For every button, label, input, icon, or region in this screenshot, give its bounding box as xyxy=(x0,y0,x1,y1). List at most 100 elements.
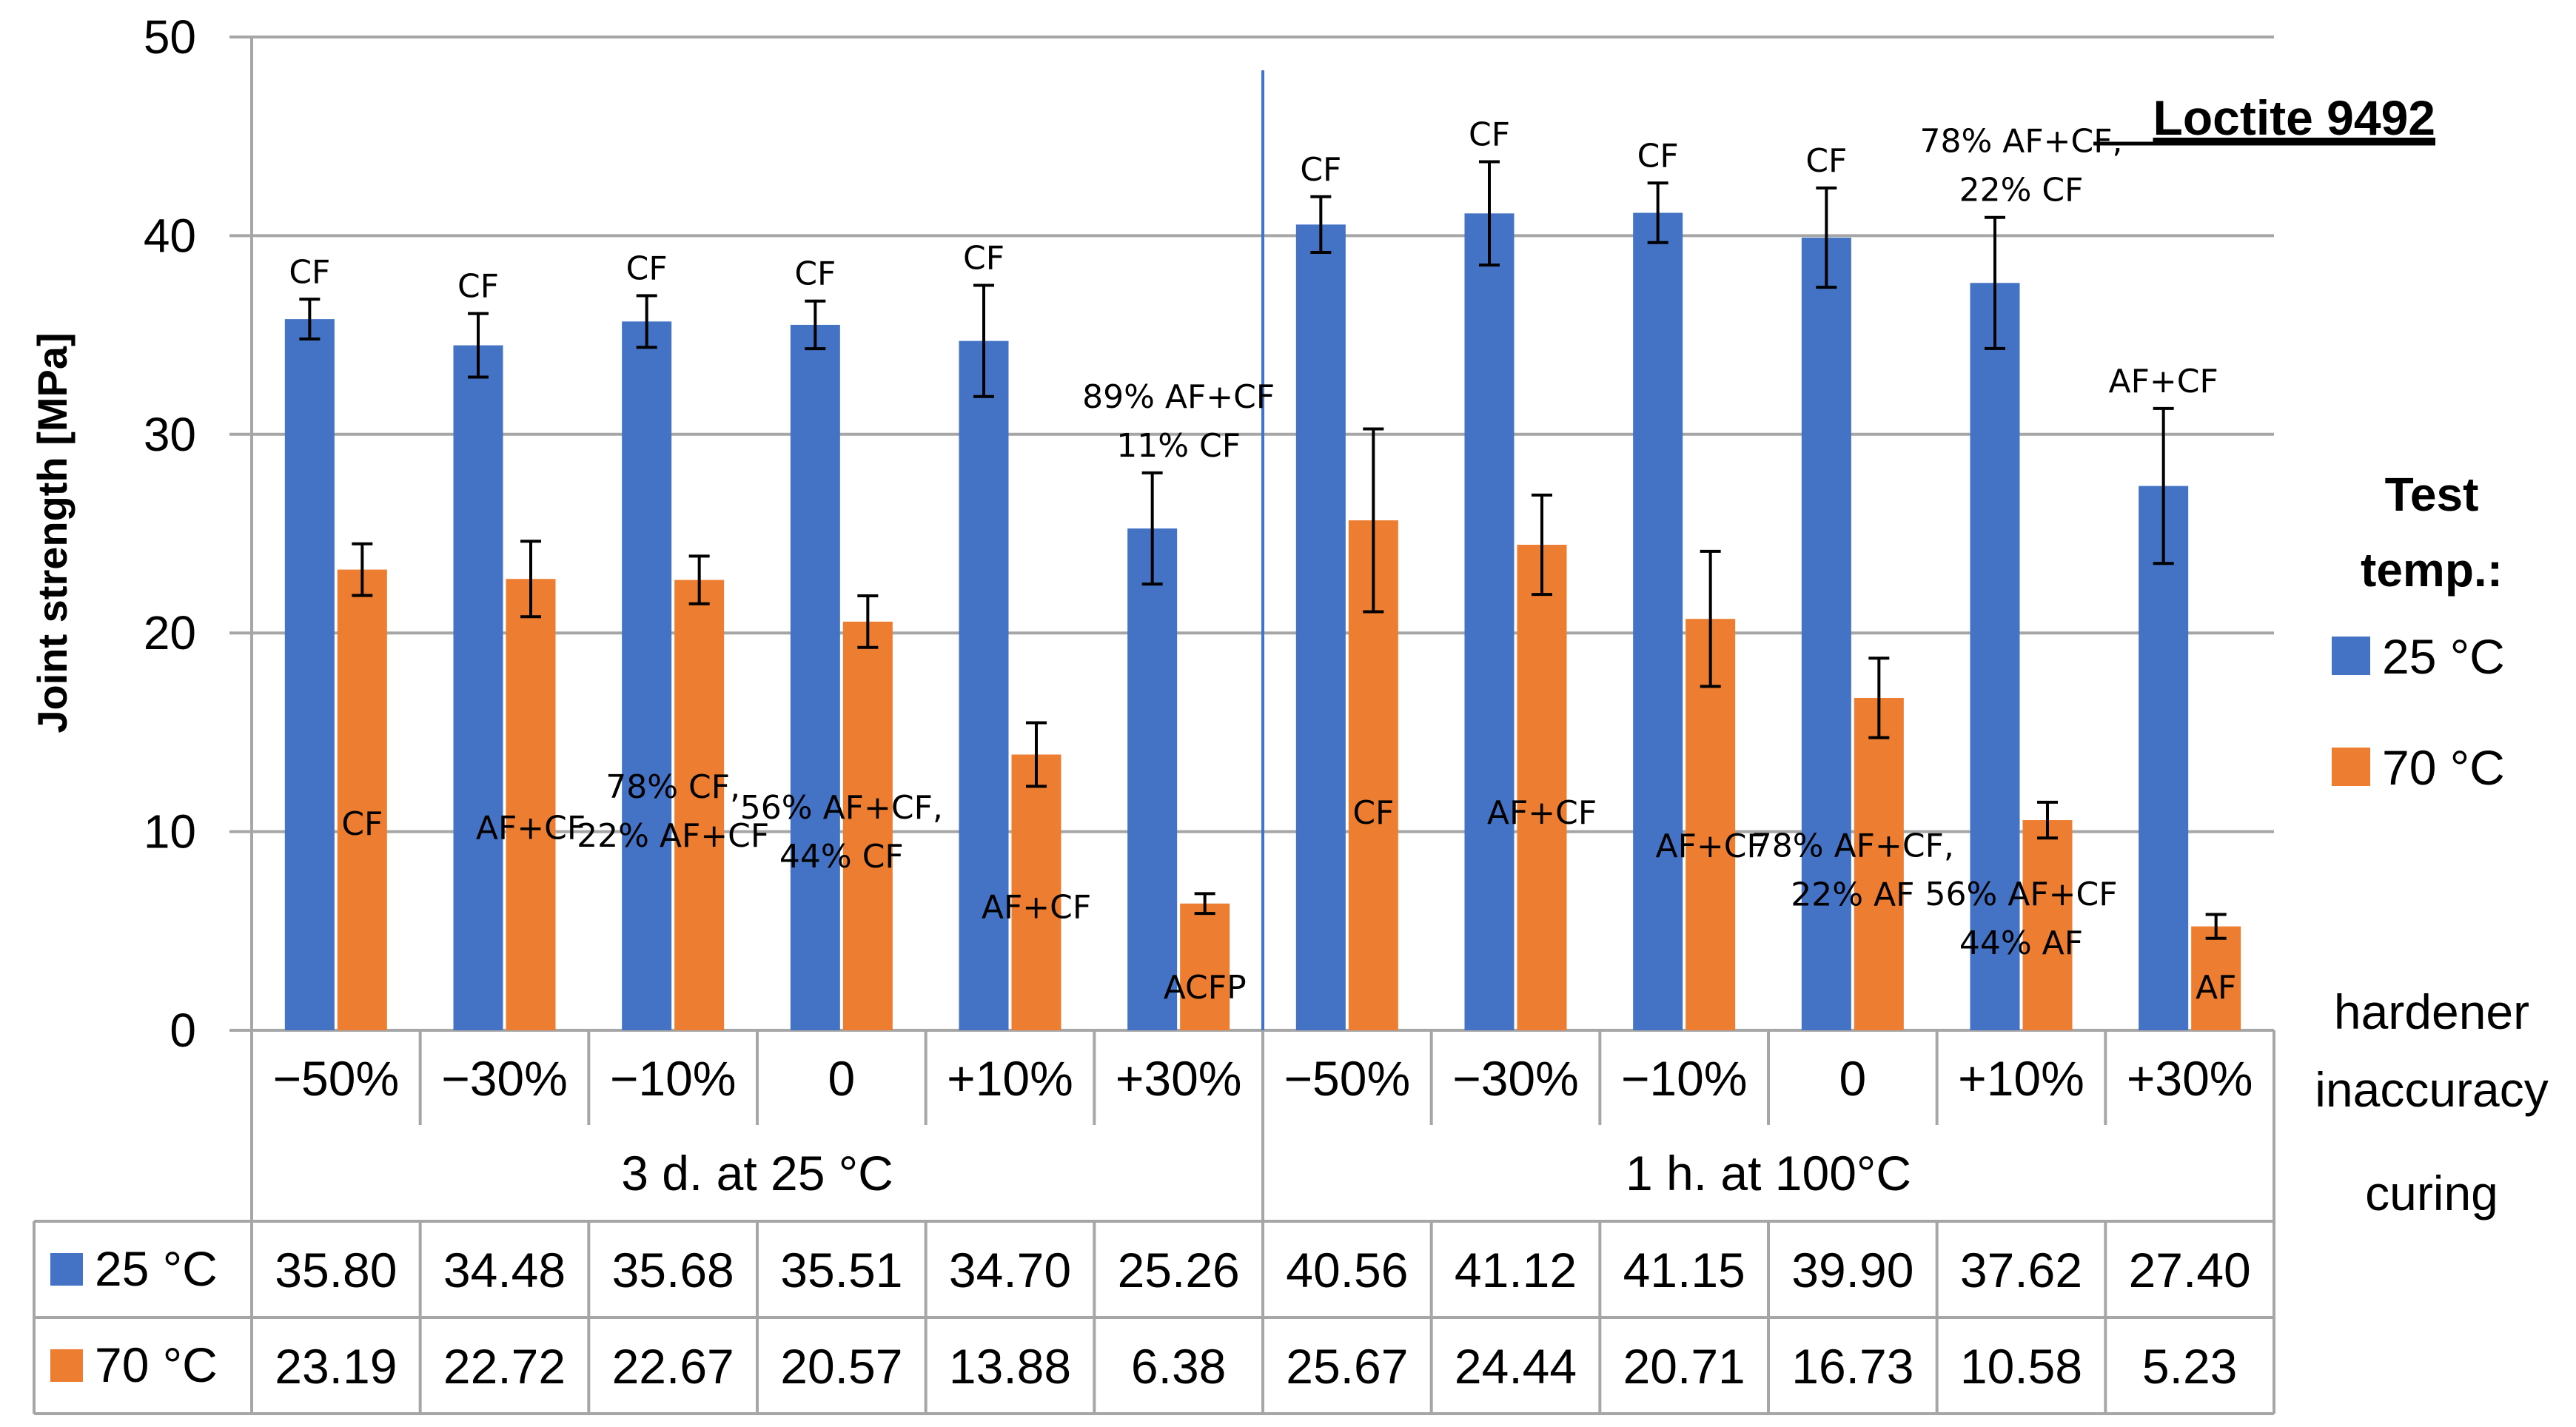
table-value: 25.67 xyxy=(1286,1339,1408,1394)
y-tick-label: 0 xyxy=(170,1004,196,1057)
bar-25c xyxy=(622,321,672,1031)
y-tick-label: 10 xyxy=(144,805,196,859)
table-value: 34.70 xyxy=(949,1243,1071,1297)
table-row-label: 25 °C xyxy=(95,1241,218,1296)
legend-title: Test xyxy=(2385,468,2479,521)
failure-mode-25c: 22% CF xyxy=(1959,172,2084,209)
failure-mode-70c: CF xyxy=(341,805,383,843)
table-value: 35.68 xyxy=(612,1243,734,1297)
bar-70c xyxy=(337,569,387,1030)
failure-mode-25c: 78% AF+CF, xyxy=(1919,123,2122,161)
x-category-label: 0 xyxy=(1839,1051,1866,1106)
failure-mode-70c: 22% AF xyxy=(1791,876,1914,913)
x-category-label: −10% xyxy=(1621,1051,1748,1106)
x-category-label: −50% xyxy=(273,1051,400,1106)
failure-mode-70c: AF+CF xyxy=(476,810,586,847)
bar-25c xyxy=(1970,283,2020,1031)
table-value: 16.73 xyxy=(1791,1339,1913,1394)
bar-70c xyxy=(1180,903,1230,1030)
table-value: 20.71 xyxy=(1623,1339,1745,1394)
row-caption: inaccuracy xyxy=(2315,1062,2548,1117)
y-axis-title: Joint strength [MPa] xyxy=(29,332,76,733)
failure-mode-25c: CF xyxy=(794,255,836,293)
bar-70c xyxy=(2022,820,2073,1030)
table-value: 22.67 xyxy=(612,1339,734,1394)
failure-mode-70c: AF+CF xyxy=(1487,794,1597,832)
x-category-label: +10% xyxy=(947,1051,1073,1106)
bar-70c xyxy=(1517,545,1567,1030)
failure-mode-70c: 56% AF+CF xyxy=(1925,876,2117,913)
table-value: 41.15 xyxy=(1623,1243,1745,1297)
failure-mode-70c: AF+CF xyxy=(982,888,1091,926)
x-category-label: +30% xyxy=(1116,1051,1242,1106)
table-value: 5.23 xyxy=(2142,1339,2237,1394)
bar-25c xyxy=(959,340,1009,1031)
failure-mode-25c: CF xyxy=(289,253,330,291)
x-category-label: −30% xyxy=(441,1051,568,1106)
failure-mode-70c: ACFP xyxy=(1164,969,1247,1007)
table-value: 39.90 xyxy=(1791,1243,1913,1297)
x-category-label: +10% xyxy=(1958,1051,2084,1106)
failure-mode-25c: 11% CF xyxy=(1116,427,1241,465)
table-value: 6.38 xyxy=(1131,1339,1226,1394)
bar-25c xyxy=(1801,238,1851,1031)
bar-25c xyxy=(1127,528,1178,1030)
table-value: 10.58 xyxy=(1960,1339,2082,1394)
x-category-label: 0 xyxy=(828,1051,855,1106)
bar-25c xyxy=(453,345,503,1031)
table-row-label: 70 °C xyxy=(95,1337,218,1392)
bar-70c xyxy=(506,579,556,1030)
table-value: 34.48 xyxy=(443,1243,566,1297)
failure-mode-70c: 78% AF+CF, xyxy=(1751,827,1954,864)
y-tick-label: 50 xyxy=(144,10,196,64)
failure-mode-70c: AF xyxy=(2196,969,2236,1007)
curing-group-label: 3 d. at 25 °C xyxy=(621,1146,893,1201)
y-tick-label: 30 xyxy=(144,408,196,461)
legend-label: 70 °C xyxy=(2382,740,2505,795)
table-value: 37.62 xyxy=(1960,1243,2082,1297)
y-tick-label: 20 xyxy=(144,606,196,659)
legend-title: temp.: xyxy=(2361,543,2503,597)
failure-mode-25c: CF xyxy=(457,268,499,306)
bar-25c xyxy=(790,324,840,1030)
bar-70c xyxy=(2191,926,2241,1030)
failure-mode-25c: CF xyxy=(963,240,1004,278)
table-legend-key xyxy=(50,1349,83,1382)
failure-mode-25c: CF xyxy=(1300,151,1341,189)
table-value: 41.12 xyxy=(1455,1243,1577,1297)
x-category-label: −50% xyxy=(1284,1051,1411,1106)
table-value: 23.19 xyxy=(275,1339,397,1394)
chart-title: Loctite 9492 xyxy=(2153,90,2436,145)
failure-mode-70c: CF xyxy=(1352,794,1394,832)
x-category-label: +30% xyxy=(2127,1051,2253,1106)
y-tick-label: 40 xyxy=(144,209,196,262)
failure-mode-25c: CF xyxy=(1469,116,1510,154)
row-caption: hardener xyxy=(2334,984,2529,1039)
failure-mode-70c: 22% AF+CF xyxy=(577,817,769,855)
table-value: 35.51 xyxy=(780,1243,902,1297)
bar-25c xyxy=(284,319,335,1030)
x-category-label: −30% xyxy=(1452,1051,1579,1106)
legend-swatch xyxy=(2332,748,2370,786)
bar-25c xyxy=(1633,212,1683,1031)
bar-70c xyxy=(842,621,893,1030)
x-category-label: −10% xyxy=(610,1051,737,1106)
table-value: 27.40 xyxy=(2129,1243,2251,1297)
legend-label: 25 °C xyxy=(2382,629,2505,684)
table-value: 35.80 xyxy=(275,1243,397,1297)
failure-mode-70c: 44% AF xyxy=(1959,924,2083,962)
table-value: 22.72 xyxy=(443,1339,566,1394)
bar-25c xyxy=(2139,486,2189,1030)
legend-swatch xyxy=(2332,637,2370,675)
table-value: 25.26 xyxy=(1118,1243,1240,1297)
failure-mode-25c: CF xyxy=(1805,142,1847,180)
bar-70c xyxy=(674,580,725,1030)
table-value: 24.44 xyxy=(1455,1339,1577,1394)
failure-mode-70c: 56% AF+CF, xyxy=(740,789,943,827)
table-legend-key xyxy=(50,1253,83,1286)
failure-mode-25c: 89% AF+CF xyxy=(1082,378,1275,416)
failure-mode-25c: CF xyxy=(1637,137,1679,175)
failure-mode-25c: AF+CF xyxy=(2109,363,2218,400)
failure-mode-70c: 78% CF, xyxy=(606,768,740,806)
